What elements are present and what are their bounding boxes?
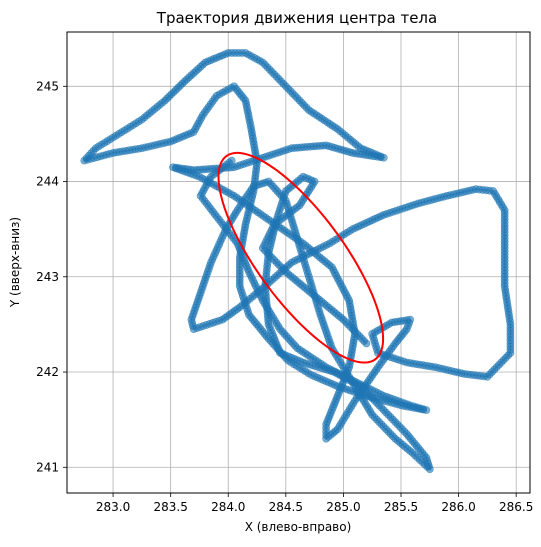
y-axis-ticks: 241 242 243 244 245 <box>36 79 67 474</box>
x-axis-label: X (влево-вправо) <box>245 520 352 534</box>
x-tick-label: 286.0 <box>441 500 475 514</box>
x-tick-label: 285.0 <box>326 500 360 514</box>
y-tick-label: 244 <box>36 175 59 189</box>
x-axis-ticks: 283.0 283.5 284.0 284.5 285.0 285.5 286.0 286.5 <box>96 493 533 514</box>
x-tick-label: 283.5 <box>153 500 187 514</box>
x-tick-label: 285.5 <box>384 500 418 514</box>
y-tick-label: 243 <box>36 270 59 284</box>
trajectory-point <box>362 339 371 348</box>
confidence-ellipse <box>217 151 385 364</box>
x-tick-label: 286.5 <box>499 500 533 514</box>
y-axis-label: Y (вверх-вниз) <box>8 217 22 308</box>
y-tick-label: 242 <box>36 365 59 379</box>
x-tick-label: 283.0 <box>96 500 130 514</box>
y-tick-label: 245 <box>36 79 59 93</box>
chart-title: Траектория движения центра тела <box>156 9 437 27</box>
y-tick-label: 241 <box>36 460 59 474</box>
x-tick-label: 284.0 <box>211 500 245 514</box>
plot-area <box>80 49 515 474</box>
x-tick-label: 284.5 <box>269 500 303 514</box>
plot-frame <box>66 31 531 494</box>
